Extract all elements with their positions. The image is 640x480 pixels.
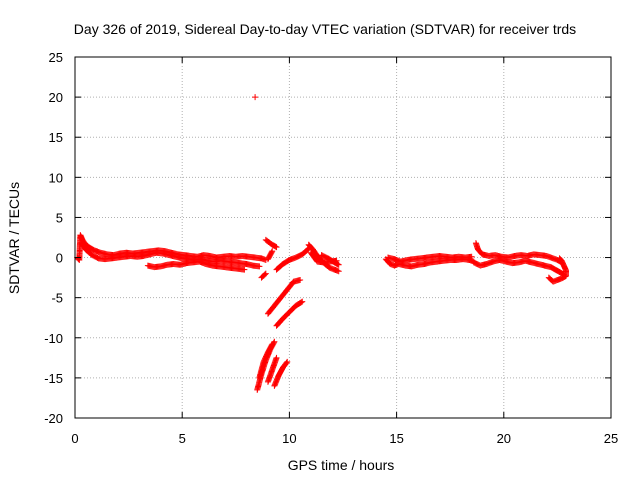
x-tick-label: 15: [389, 431, 403, 446]
data-point: [283, 359, 290, 366]
y-tick-label: -20: [44, 411, 63, 426]
axis-ticks: 0 5 10 15 20 25 -20 -15 -10 -5 0 5 10 15 20 25: [44, 50, 618, 446]
x-tick-label: 10: [282, 431, 296, 446]
data-point: [273, 244, 280, 251]
y-axis-label: SDTVAR / TECUs: [6, 182, 22, 294]
y-tick-label: 25: [49, 50, 63, 65]
data-point: [557, 256, 564, 263]
data-points: [74, 94, 569, 393]
data-point: [335, 261, 342, 268]
x-tick-label: 5: [179, 431, 186, 446]
x-tick-label: 20: [497, 431, 511, 446]
data-point: [269, 341, 276, 348]
data-point: [261, 271, 268, 278]
data-point: [335, 268, 342, 275]
y-tick-label: 0: [56, 251, 63, 266]
data-point: [468, 253, 475, 260]
grid: [75, 57, 611, 418]
x-axis-label: GPS time / hours: [288, 457, 395, 473]
data-point: [241, 266, 248, 273]
y-tick-label: 20: [49, 90, 63, 105]
chart-title: Day 326 of 2019, Sidereal Day-to-day VTE…: [74, 21, 576, 37]
plot-frame: [74, 56, 612, 419]
y-tick-label: 10: [49, 170, 63, 185]
data-point: [284, 358, 291, 365]
data-point: [273, 354, 280, 361]
data-point: [299, 298, 306, 305]
data-point: [256, 263, 263, 270]
data-point: [252, 94, 259, 101]
data-point: [262, 270, 269, 277]
y-tick-label: -15: [44, 371, 63, 386]
data-point: [298, 299, 305, 306]
data-point: [269, 248, 276, 255]
y-tick-label: -5: [51, 291, 63, 306]
x-tick-label: 0: [71, 431, 78, 446]
y-tick-label: 5: [56, 210, 63, 225]
data-point: [268, 249, 275, 256]
data-point: [556, 255, 563, 262]
data-point: [268, 342, 275, 349]
data-point: [297, 277, 304, 284]
y-tick-label: 15: [49, 130, 63, 145]
x-tick-label: 25: [604, 431, 618, 446]
y-tick-label: -10: [44, 331, 63, 346]
